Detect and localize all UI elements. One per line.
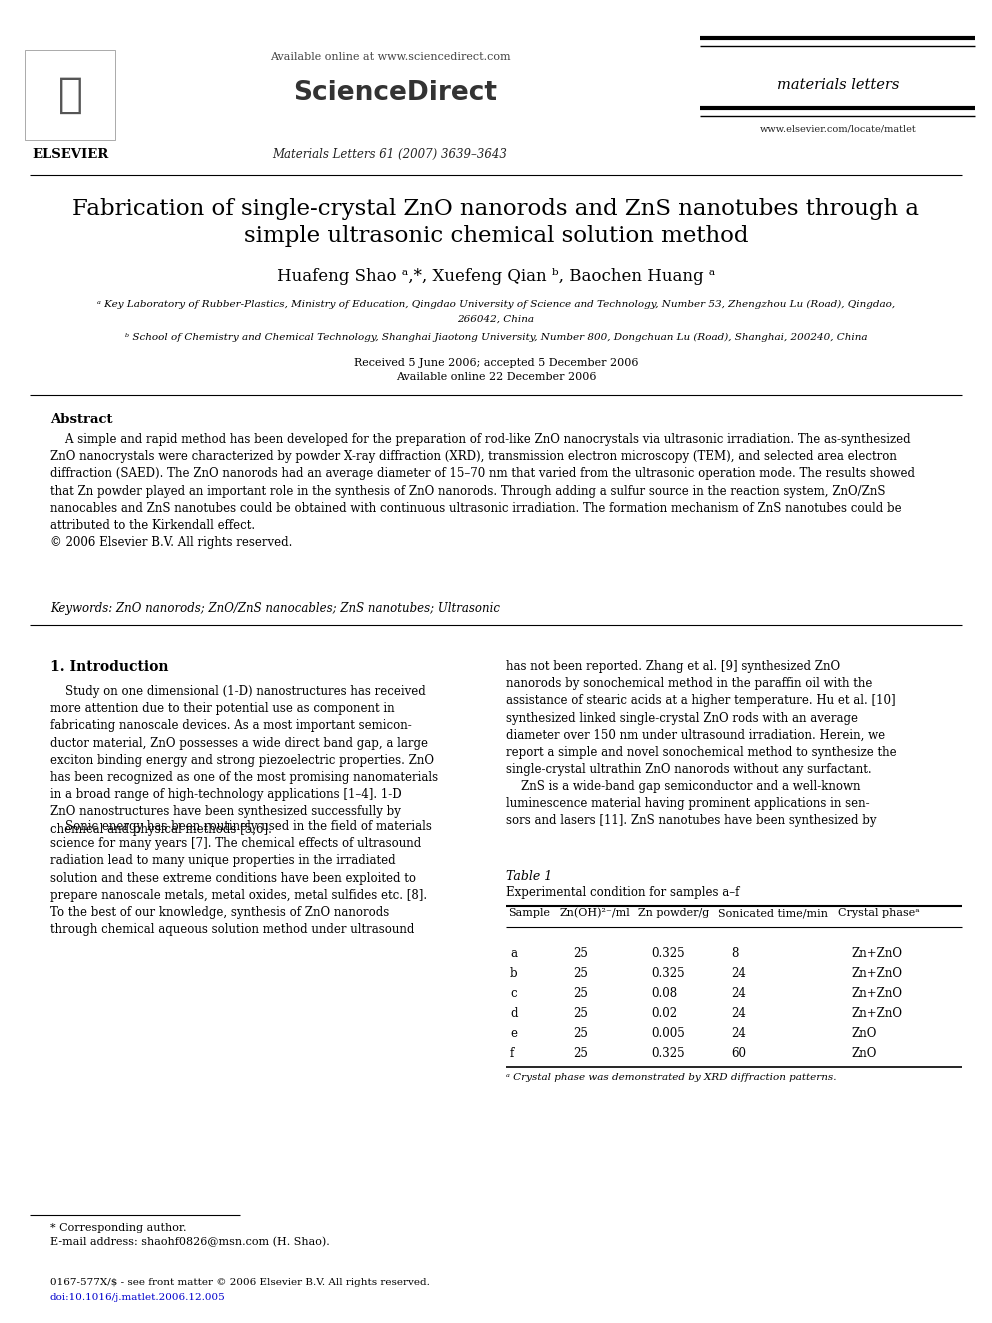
Text: Available online 22 December 2006: Available online 22 December 2006 [396, 372, 596, 382]
Text: 0.325: 0.325 [651, 1046, 684, 1060]
Text: Available online at www.sciencedirect.com: Available online at www.sciencedirect.co… [270, 52, 510, 62]
Text: has not been reported. Zhang et al. [9] synthesized ZnO
nanorods by sonochemical: has not been reported. Zhang et al. [9] … [506, 660, 897, 777]
Text: a: a [510, 947, 517, 960]
Text: ZnO: ZnO [851, 1027, 876, 1040]
Text: 8: 8 [731, 947, 738, 960]
Text: 24: 24 [731, 987, 746, 1000]
Text: 25: 25 [573, 1046, 588, 1060]
Text: Experimental condition for samples a–f: Experimental condition for samples a–f [506, 886, 739, 900]
Text: 🌲: 🌲 [58, 74, 82, 116]
Text: 24: 24 [731, 967, 746, 980]
Text: Zn+ZnO: Zn+ZnO [851, 947, 902, 960]
Text: 24: 24 [731, 1007, 746, 1020]
Text: Zn+ZnO: Zn+ZnO [851, 967, 902, 980]
Text: 0.325: 0.325 [651, 967, 684, 980]
Text: 1. Introduction: 1. Introduction [50, 660, 169, 673]
Text: Huafeng Shao ᵃ,*, Xuefeng Qian ᵇ, Baochen Huang ᵃ: Huafeng Shao ᵃ,*, Xuefeng Qian ᵇ, Baoche… [277, 269, 715, 284]
Text: Study on one dimensional (1-D) nanostructures has received
more attention due to: Study on one dimensional (1-D) nanostruc… [50, 685, 438, 836]
Text: ᵃ Crystal phase was demonstrated by XRD diffraction patterns.: ᵃ Crystal phase was demonstrated by XRD … [506, 1073, 836, 1082]
Text: 0.325: 0.325 [651, 947, 684, 960]
Text: doi:10.1016/j.matlet.2006.12.005: doi:10.1016/j.matlet.2006.12.005 [50, 1293, 226, 1302]
Text: 266042, China: 266042, China [457, 315, 535, 324]
Text: Crystal phaseᵃ: Crystal phaseᵃ [838, 908, 920, 918]
Text: f: f [510, 1046, 514, 1060]
Text: Keywords: ZnO nanorods; ZnO/ZnS nanocables; ZnS nanotubes; Ultrasonic: Keywords: ZnO nanorods; ZnO/ZnS nanocabl… [50, 602, 500, 615]
Text: 25: 25 [573, 1027, 588, 1040]
Text: ZnS is a wide-band gap semiconductor and a well-known
luminescence material havi: ZnS is a wide-band gap semiconductor and… [506, 781, 877, 827]
Text: Received 5 June 2006; accepted 5 December 2006: Received 5 June 2006; accepted 5 Decembe… [354, 359, 638, 368]
Text: b: b [510, 967, 518, 980]
Text: 25: 25 [573, 987, 588, 1000]
Text: c: c [510, 987, 517, 1000]
Text: Sonic energy has been routinely used in the field of materials
science for many : Sonic energy has been routinely used in … [50, 820, 432, 937]
Text: 24: 24 [731, 1027, 746, 1040]
Text: Abstract: Abstract [50, 413, 112, 426]
Text: Materials Letters 61 (2007) 3639–3643: Materials Letters 61 (2007) 3639–3643 [273, 148, 508, 161]
Text: 0167-577X/$ - see front matter © 2006 Elsevier B.V. All rights reserved.: 0167-577X/$ - see front matter © 2006 El… [50, 1278, 430, 1287]
Text: 25: 25 [573, 1007, 588, 1020]
Text: Sample: Sample [508, 908, 550, 918]
Text: 0.005: 0.005 [651, 1027, 684, 1040]
Text: 0.08: 0.08 [651, 987, 678, 1000]
Text: e: e [510, 1027, 517, 1040]
Text: 25: 25 [573, 947, 588, 960]
Text: Zn(OH)²⁻/ml: Zn(OH)²⁻/ml [560, 908, 631, 918]
Text: ᵃ Key Laboratory of Rubber-Plastics, Ministry of Education, Qingdao University o: ᵃ Key Laboratory of Rubber-Plastics, Min… [97, 300, 895, 310]
Text: materials letters: materials letters [777, 78, 899, 93]
Text: 25: 25 [573, 967, 588, 980]
Text: Sonicated time/min: Sonicated time/min [718, 908, 828, 918]
Text: d: d [510, 1007, 518, 1020]
Text: ᵇ School of Chemistry and Chemical Technology, Shanghai Jiaotong University, Num: ᵇ School of Chemistry and Chemical Techn… [125, 333, 867, 343]
Text: Table 1: Table 1 [506, 871, 553, 882]
Text: 60: 60 [731, 1046, 746, 1060]
Text: Zn+ZnO: Zn+ZnO [851, 987, 902, 1000]
Text: simple ultrasonic chemical solution method: simple ultrasonic chemical solution meth… [244, 225, 748, 247]
Text: ELSEVIER: ELSEVIER [32, 148, 108, 161]
Text: * Corresponding author.: * Corresponding author. [50, 1222, 186, 1233]
Text: www.elsevier.com/locate/matlet: www.elsevier.com/locate/matlet [760, 124, 917, 134]
Text: A simple and rapid method has been developed for the preparation of rod-like ZnO: A simple and rapid method has been devel… [50, 433, 915, 549]
Text: Zn+ZnO: Zn+ZnO [851, 1007, 902, 1020]
Text: Fabrication of single-crystal ZnO nanorods and ZnS nanotubes through a: Fabrication of single-crystal ZnO nanoro… [72, 198, 920, 220]
Text: ScienceDirect: ScienceDirect [293, 79, 497, 106]
Text: Zn powder/g: Zn powder/g [638, 908, 709, 918]
Text: E-mail address: shaohf0826@msn.com (H. Shao).: E-mail address: shaohf0826@msn.com (H. S… [50, 1237, 329, 1248]
Bar [25, 50, 115, 140]
Text: ZnO: ZnO [851, 1046, 876, 1060]
Text: 0.02: 0.02 [651, 1007, 678, 1020]
